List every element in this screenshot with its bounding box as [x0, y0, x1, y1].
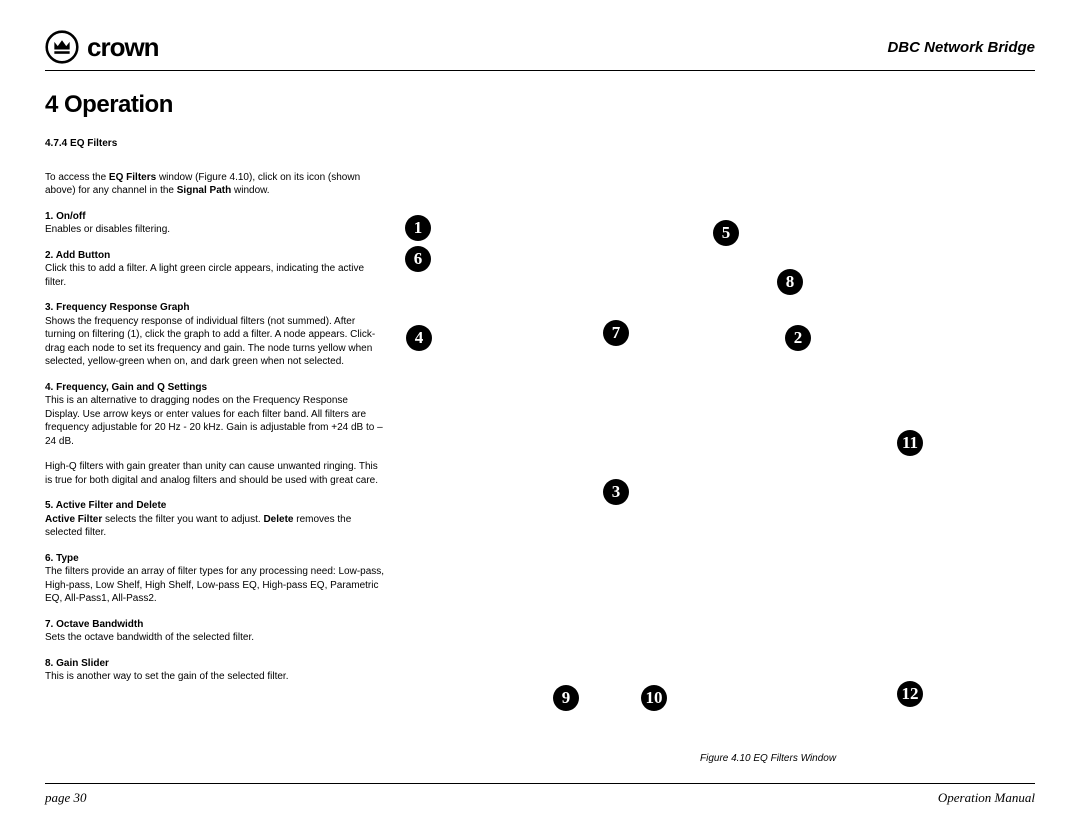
crown-logo-icon [45, 30, 79, 64]
item-title: 7. Octave Bandwidth [45, 618, 385, 632]
callout-5: 5 [713, 220, 739, 246]
callout-2: 2 [785, 325, 811, 351]
item-title: 4. Frequency, Gain and Q Settings [45, 381, 385, 395]
figure-caption: Figure 4.10 EQ Filters Window [700, 753, 836, 764]
item-body: Sets the octave bandwidth of the selecte… [45, 631, 385, 645]
page-number: page 30 [45, 790, 87, 806]
list-item: 3. Frequency Response GraphShows the fre… [45, 301, 385, 369]
callout-3: 3 [603, 479, 629, 505]
item-title: 8. Gain Slider [45, 657, 385, 671]
callout-6: 6 [405, 246, 431, 272]
footer-manual-title: Operation Manual [938, 790, 1035, 806]
page: crown DBC Network Bridge 4 Operation 4.7… [0, 0, 1080, 834]
item-title: 3. Frequency Response Graph [45, 301, 385, 315]
item-body: Active Filter selects the filter you wan… [45, 513, 385, 540]
figure-area [385, 137, 1035, 737]
brand-logo: crown [45, 30, 159, 64]
callout-8: 8 [777, 269, 803, 295]
callout-10: 10 [641, 685, 667, 711]
callout-7: 7 [603, 320, 629, 346]
item-body: This is another way to set the gain of t… [45, 670, 385, 684]
list-item: 7. Octave BandwidthSets the octave bandw… [45, 618, 385, 645]
list-item: 8. Gain SliderThis is another way to set… [45, 657, 385, 684]
footer: page 30 Operation Manual [45, 783, 1035, 806]
intro-paragraph: To access the EQ Filters window (Figure … [45, 171, 385, 198]
item-title: 5. Active Filter and Delete [45, 499, 385, 513]
brand-name: crown [87, 32, 159, 63]
item-title: 1. On/off [45, 210, 385, 224]
callout-4: 4 [406, 325, 432, 351]
item-title: 2. Add Button [45, 249, 385, 263]
content: 4.7.4 EQ Filters To access the EQ Filter… [45, 137, 1035, 737]
list-item: 5. Active Filter and DeleteActive Filter… [45, 499, 385, 540]
list-item: 4. Frequency, Gain and Q SettingsThis is… [45, 381, 385, 449]
left-column: 4.7.4 EQ Filters To access the EQ Filter… [45, 137, 385, 737]
item-extra: High-Q filters with gain greater than un… [45, 460, 385, 487]
product-name: DBC Network Bridge [887, 39, 1035, 56]
list-item: 2. Add ButtonClick this to add a filter.… [45, 249, 385, 290]
list-item: 6. TypeThe filters provide an array of f… [45, 552, 385, 606]
callout-11: 11 [897, 430, 923, 456]
item-body: Click this to add a filter. A light gree… [45, 262, 385, 289]
callout-1: 1 [405, 215, 431, 241]
callout-12: 12 [897, 681, 923, 707]
item-body: Enables or disables filtering. [45, 223, 385, 237]
item-body: This is an alternative to dragging nodes… [45, 394, 385, 448]
header: crown DBC Network Bridge [45, 30, 1035, 71]
item-body: The filters provide an array of filter t… [45, 565, 385, 606]
item-body: Shows the frequency response of individu… [45, 315, 385, 369]
list-item: 1. On/offEnables or disables filtering. [45, 210, 385, 237]
callout-9: 9 [553, 685, 579, 711]
subsection-heading: 4.7.4 EQ Filters [45, 137, 385, 151]
items-list: 1. On/offEnables or disables filtering. 2… [45, 210, 385, 684]
section-title: 4 Operation [45, 91, 1035, 119]
item-title: 6. Type [45, 552, 385, 566]
